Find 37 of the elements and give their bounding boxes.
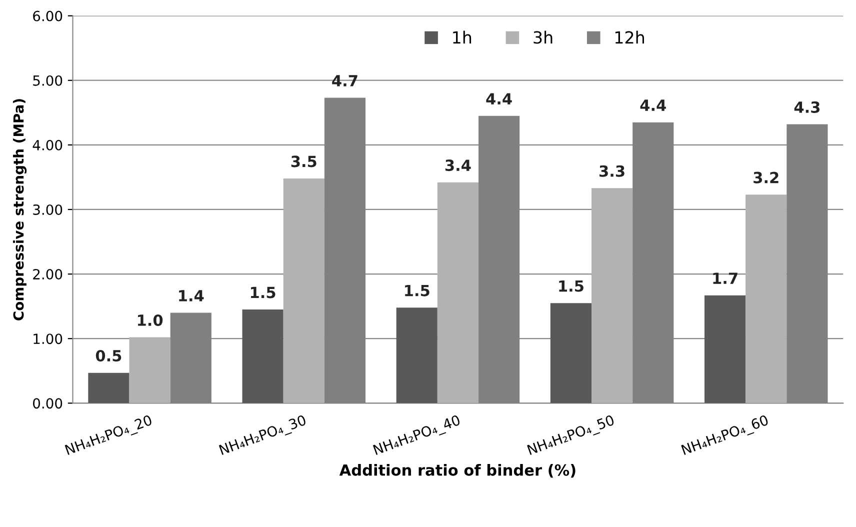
data-label: 1.5 — [405, 284, 430, 296]
data-label: 3.2 — [754, 172, 778, 184]
data-label: 3.3 — [600, 165, 624, 177]
bar — [591, 188, 633, 404]
data-label: 4.7 — [332, 75, 358, 86]
data-label: 1.5 — [559, 280, 584, 292]
bar — [550, 303, 592, 404]
bar — [396, 308, 438, 404]
y-tick-label: 2.00 — [33, 269, 62, 280]
y-tick-label: 4.00 — [32, 140, 62, 150]
data-label: 1.7 — [713, 272, 738, 284]
bar — [129, 337, 170, 404]
data-label: 1.0 — [138, 314, 163, 326]
bar — [283, 178, 324, 404]
bar — [88, 372, 130, 404]
data-label: 4.4 — [486, 93, 512, 104]
data-label: 1.4 — [179, 290, 204, 302]
data-label: 1.5 — [250, 286, 276, 298]
bar — [242, 310, 284, 404]
data-label: 0.5 — [96, 350, 122, 362]
data-label: 4.3 — [794, 101, 820, 113]
data-label: 3.5 — [291, 156, 316, 168]
legend-label: 3h — [534, 30, 552, 44]
y-tick-label: 3.00 — [33, 204, 62, 215]
legend-label: 12h — [615, 30, 644, 44]
y-axis-title: Compressive strength (MPa) — [13, 99, 27, 320]
x-axis-title: Addition ratio of binder (%) — [339, 464, 576, 478]
bar — [746, 194, 787, 404]
bar — [704, 295, 746, 404]
y-tick-label: 1.00 — [34, 334, 62, 344]
y-tick-label: 6.00 — [33, 10, 62, 22]
legend-label: 1h — [453, 30, 472, 44]
y-tick-label: 5.00 — [33, 75, 62, 86]
data-label: 4.4 — [640, 100, 666, 111]
y-tick-label: 0.00 — [33, 398, 62, 409]
bar — [437, 182, 479, 404]
data-label: 3.4 — [445, 160, 471, 172]
